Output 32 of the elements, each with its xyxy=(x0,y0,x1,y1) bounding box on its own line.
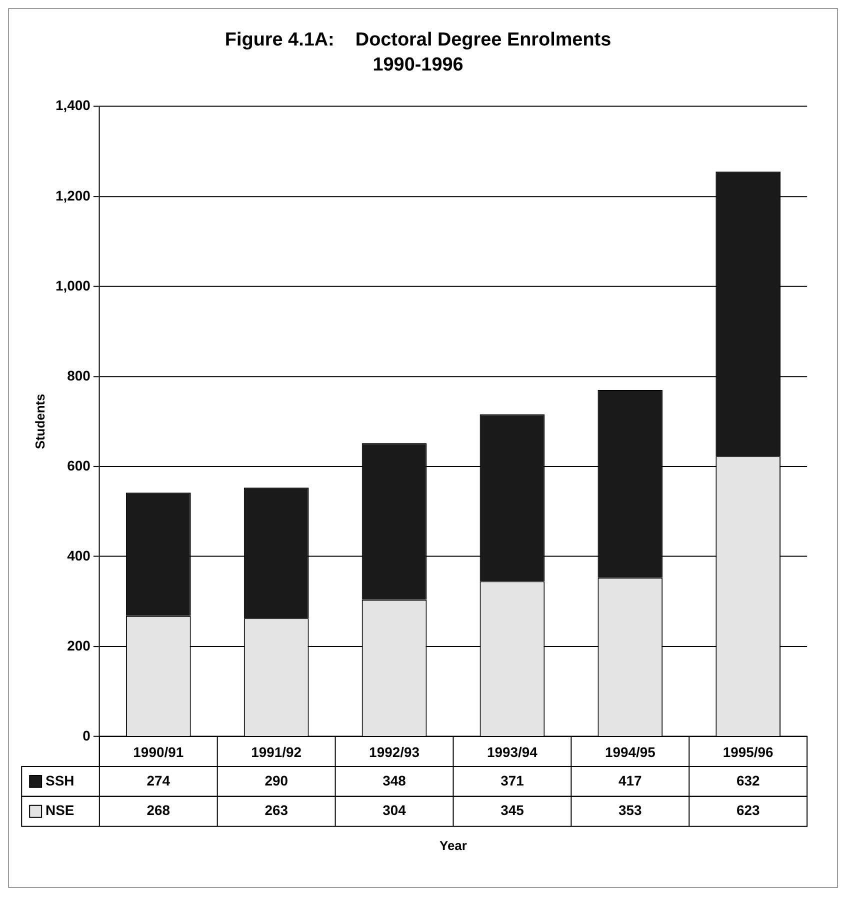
data-label: 304 xyxy=(382,802,406,818)
data-label: 268 xyxy=(146,802,170,818)
y-tick-label: 600 xyxy=(67,457,91,474)
data-label: 348 xyxy=(382,772,406,788)
data-label: 274 xyxy=(146,772,170,788)
text: Year xyxy=(440,838,467,853)
data-label: 263 xyxy=(264,802,288,818)
chart-title: Figure 4.1A: Doctoral Degree Enrolments xyxy=(224,30,612,51)
x-tick-label: 1992/93 xyxy=(369,744,420,760)
data-label: 632 xyxy=(736,772,760,788)
x-tick-label: 1995/96 xyxy=(722,744,774,760)
data-label: 290 xyxy=(264,772,288,788)
data-label: 417 xyxy=(618,772,642,788)
data-label: 623 xyxy=(736,802,760,818)
y-tick-label: 0 xyxy=(82,727,91,744)
x-tick-label: 1991/92 xyxy=(251,744,302,760)
data-label: 371 xyxy=(500,772,524,788)
y-tick-label: 1,200 xyxy=(56,187,91,204)
legend-label: SSH xyxy=(46,772,74,788)
y-tick-label: 1,000 xyxy=(56,277,91,294)
data-label: 345 xyxy=(500,802,524,818)
y-tick-label: 200 xyxy=(67,637,91,654)
y-tick-label: 800 xyxy=(67,367,91,384)
y-axis-title: Students xyxy=(32,394,48,450)
legend-label: NSE xyxy=(46,802,74,818)
x-tick-label: 1990/91 xyxy=(133,744,184,760)
y-tick-label: 400 xyxy=(67,547,91,564)
data-label: 353 xyxy=(618,802,642,818)
x-tick-label: 1994/95 xyxy=(604,744,656,760)
x-tick-label: 1993/94 xyxy=(487,744,538,760)
chart-subtitle: 1990-1996 xyxy=(372,54,464,76)
y-tick-label: 1,400 xyxy=(56,97,91,114)
